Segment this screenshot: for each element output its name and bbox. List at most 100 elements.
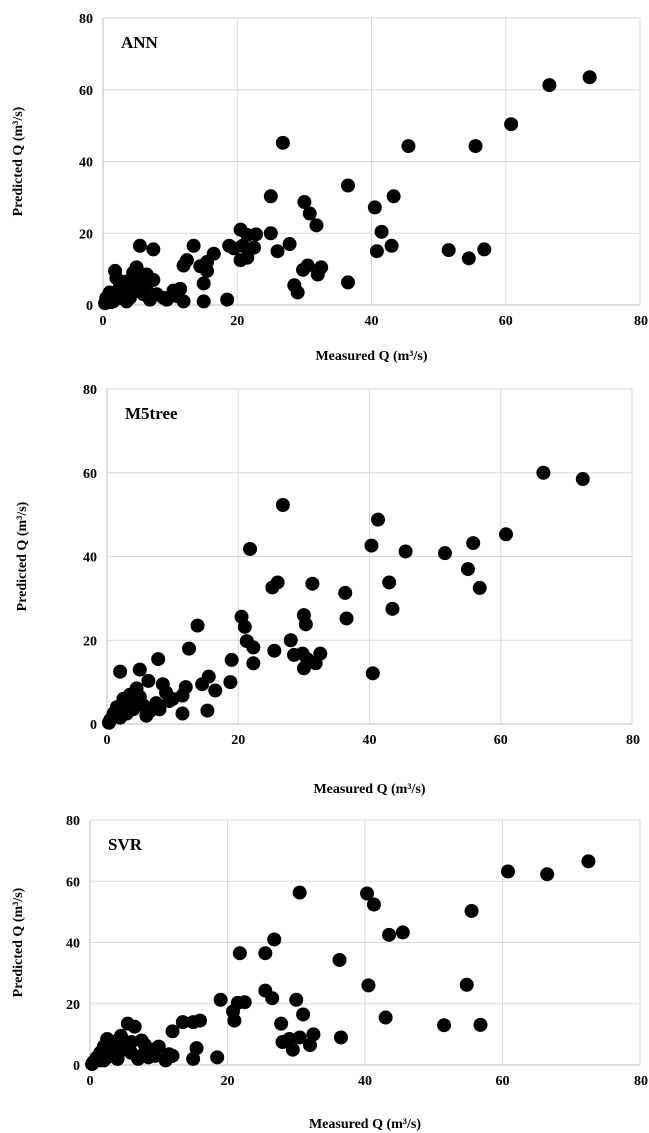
data-point — [176, 294, 191, 309]
x-axis-label: Measured Q (m³/s) — [309, 1117, 421, 1132]
y-tick-label: 0 — [73, 1059, 80, 1074]
data-point — [472, 580, 487, 595]
data-point — [165, 1024, 180, 1039]
x-tick-label: 20 — [230, 314, 244, 329]
data-point — [220, 292, 235, 307]
x-tick-label: 20 — [221, 1074, 235, 1089]
data-point — [196, 276, 211, 291]
data-point — [136, 271, 151, 286]
data-point — [575, 472, 590, 487]
data-point — [285, 1042, 300, 1057]
data-point — [464, 903, 479, 918]
data-point — [265, 991, 280, 1006]
data-point — [213, 992, 228, 1007]
data-point — [222, 238, 237, 253]
x-tick-label: 0 — [87, 1074, 94, 1089]
data-point — [263, 189, 278, 204]
y-tick-label: 60 — [79, 84, 93, 99]
data-point — [296, 262, 311, 277]
data-point — [296, 1007, 311, 1022]
data-point — [246, 656, 261, 671]
data-point — [385, 601, 400, 616]
data-point — [309, 218, 324, 233]
data-point — [296, 661, 311, 676]
data-point — [246, 640, 261, 655]
data-point — [540, 867, 555, 882]
data-point — [267, 643, 282, 658]
data-point — [270, 244, 285, 259]
data-point — [542, 78, 557, 93]
chart-panel-3: 0 20 40 60 80 0 20 40 60 80 Measured Q (m³/s) Predi… — [11, 814, 648, 1132]
data-point — [141, 673, 156, 688]
y-tick-label: 0 — [86, 299, 93, 314]
x-tick-label: 20 — [231, 733, 245, 748]
data-point — [182, 641, 197, 656]
data-point — [302, 206, 317, 221]
data-point — [292, 885, 307, 900]
data-point — [186, 1015, 201, 1030]
data-point — [468, 139, 483, 154]
data-point — [131, 1051, 146, 1066]
data-point — [466, 536, 481, 551]
data-point — [382, 575, 397, 590]
x-tick-label: 60 — [496, 1074, 510, 1089]
x-tick-label: 0 — [104, 733, 111, 748]
data-point — [341, 178, 356, 193]
data-point — [275, 497, 290, 512]
data-point — [283, 633, 298, 648]
data-point — [275, 135, 290, 150]
data-point — [146, 242, 161, 257]
data-point — [263, 226, 278, 241]
data-point — [303, 1038, 317, 1053]
data-point — [501, 864, 515, 879]
data-point — [243, 541, 258, 556]
data-point — [208, 683, 223, 698]
data-point — [116, 704, 131, 719]
data-point — [101, 292, 116, 307]
data-point — [186, 238, 201, 253]
data-point — [113, 664, 128, 679]
data-point — [195, 677, 210, 692]
x-tick-label: 80 — [626, 733, 640, 748]
data-point — [132, 662, 147, 677]
data-point — [374, 224, 389, 239]
data-point — [365, 666, 380, 681]
y-tick-label: 80 — [66, 814, 80, 829]
x-tick-label: 60 — [499, 314, 513, 329]
data-point — [378, 1010, 393, 1025]
data-point — [232, 946, 247, 961]
data-point — [341, 275, 356, 290]
data-point — [247, 240, 262, 255]
x-tick-label: 80 — [634, 1074, 648, 1089]
data-point — [367, 200, 382, 215]
data-point — [339, 611, 354, 626]
data-point — [441, 243, 456, 258]
data-point — [134, 1033, 149, 1048]
data-point — [165, 1048, 180, 1063]
data-point — [298, 617, 313, 632]
data-point — [237, 619, 252, 634]
y-axis-label: Predicted Q (m³/s) — [11, 106, 26, 216]
data-point — [310, 267, 325, 282]
y-tick-label: 20 — [83, 634, 97, 649]
data-point — [120, 1016, 135, 1031]
data-point — [275, 1035, 290, 1050]
data-point — [124, 1035, 139, 1050]
data-point — [333, 1030, 348, 1045]
data-point — [233, 253, 248, 268]
data-point — [499, 527, 513, 542]
data-point — [332, 952, 347, 967]
data-point — [267, 932, 282, 947]
x-axis-label: Measured Q (m³/s) — [315, 349, 427, 364]
data-point — [371, 512, 386, 527]
data-point — [382, 927, 397, 942]
data-point — [386, 189, 401, 204]
data-point — [223, 675, 238, 690]
data-point — [274, 1016, 289, 1031]
chart-panel-2: 0 20 40 60 80 0 20 40 60 80 Measured Q (m³/s) Predi… — [15, 383, 640, 797]
data-point — [338, 585, 353, 600]
data-point — [361, 978, 376, 993]
data-point — [360, 886, 375, 901]
data-point — [249, 227, 264, 242]
y-tick-label: 40 — [79, 156, 93, 171]
